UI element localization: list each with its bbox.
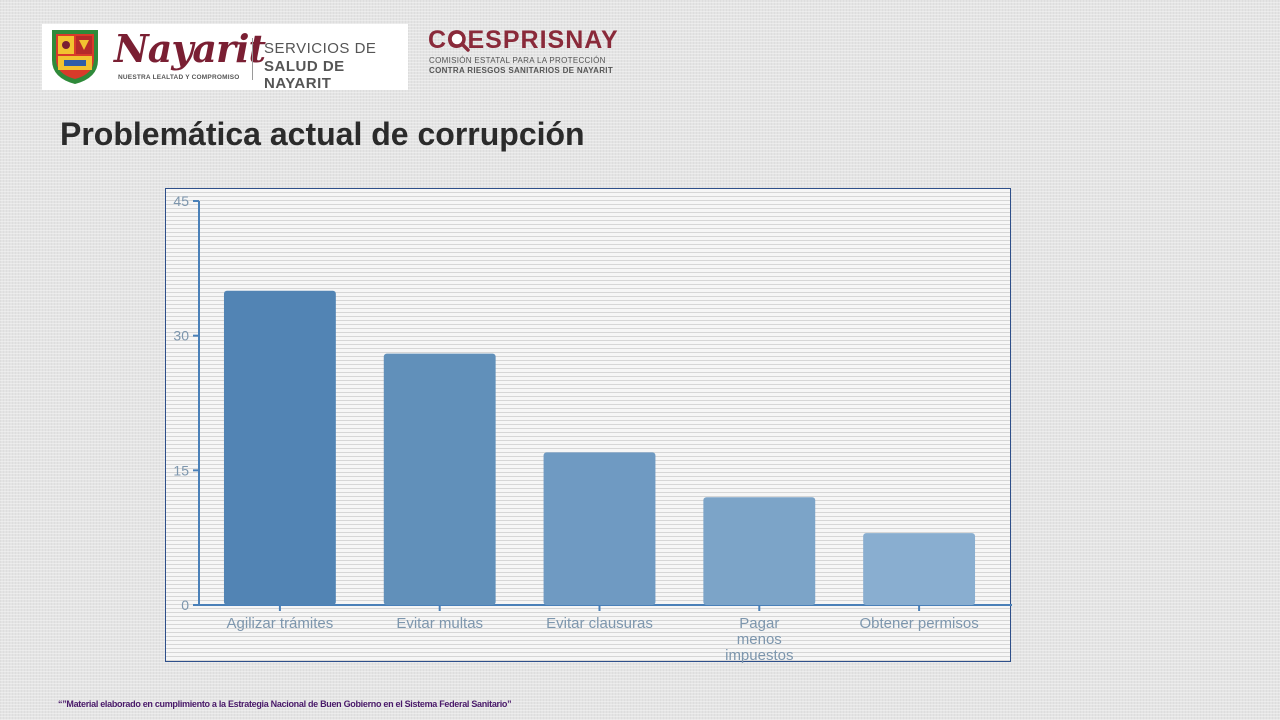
x-tick-label: Evitar multas [396,615,483,632]
y-tick-label: 0 [181,597,189,613]
ssn-label-line1: SERVICIOS DE [264,40,377,57]
chart-bar [543,452,656,605]
nayarit-tagline: NUESTRA LEALTAD Y COMPROMISO [118,74,240,81]
bar-chart: 0 15 30 45 Agilizar trámites Evitar multas Evi… [173,193,1012,663]
coesprisnay-subtitle-line2: CONTRA RIESGOS SANITARIOS DE NAYARIT [429,66,614,75]
ssn-label-line2: SALUD DE NAYARIT [264,58,345,92]
nayarit-crest-icon [52,30,98,84]
nayarit-wordmark: Nayarit [114,26,266,71]
bar-chart-frame: 0 15 30 45 Agilizar trámites Evitar multas Evi… [165,188,1012,663]
nayarit-logo-panel: Nayarit NUESTRA LEALTAD Y COMPROMISO SER… [42,24,408,92]
page-title: Problemática actual de corrupción [60,116,585,152]
chart-bar [223,290,336,605]
footer-note: “”Material elaborado en cumplimiento a l… [58,699,512,709]
y-tick-label: 45 [173,193,189,209]
y-tick-label: 30 [173,328,189,344]
x-tick-label: Evitar clausuras [546,615,653,632]
x-tick-label: Pagar menos impuestos [725,615,793,663]
chart-bar [863,533,976,605]
chart-bar [383,353,496,605]
magnifier-icon [448,30,470,52]
coesprisnay-subtitle-line1: COMISIÓN ESTATAL PARA LA PROTECCIÓN [429,56,606,65]
chart-bar [703,497,816,605]
y-tick-label: 15 [173,462,189,478]
logo-divider [252,38,253,80]
x-tick-label: Obtener permisos [859,615,978,632]
x-tick-label: Agilizar trámites [227,615,334,632]
